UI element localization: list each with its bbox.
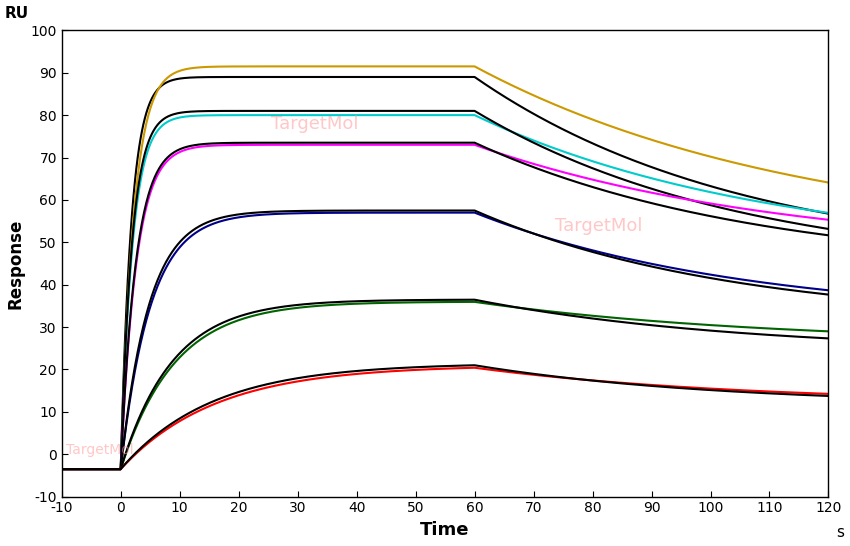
Text: RU: RU: [4, 6, 28, 21]
Text: TargetMol: TargetMol: [555, 217, 643, 235]
Y-axis label: Response: Response: [7, 218, 25, 308]
Text: TargetMol: TargetMol: [66, 443, 134, 457]
Text: TargetMol: TargetMol: [271, 115, 359, 133]
Text: s: s: [836, 525, 844, 539]
X-axis label: Time: Time: [421, 521, 470, 539]
